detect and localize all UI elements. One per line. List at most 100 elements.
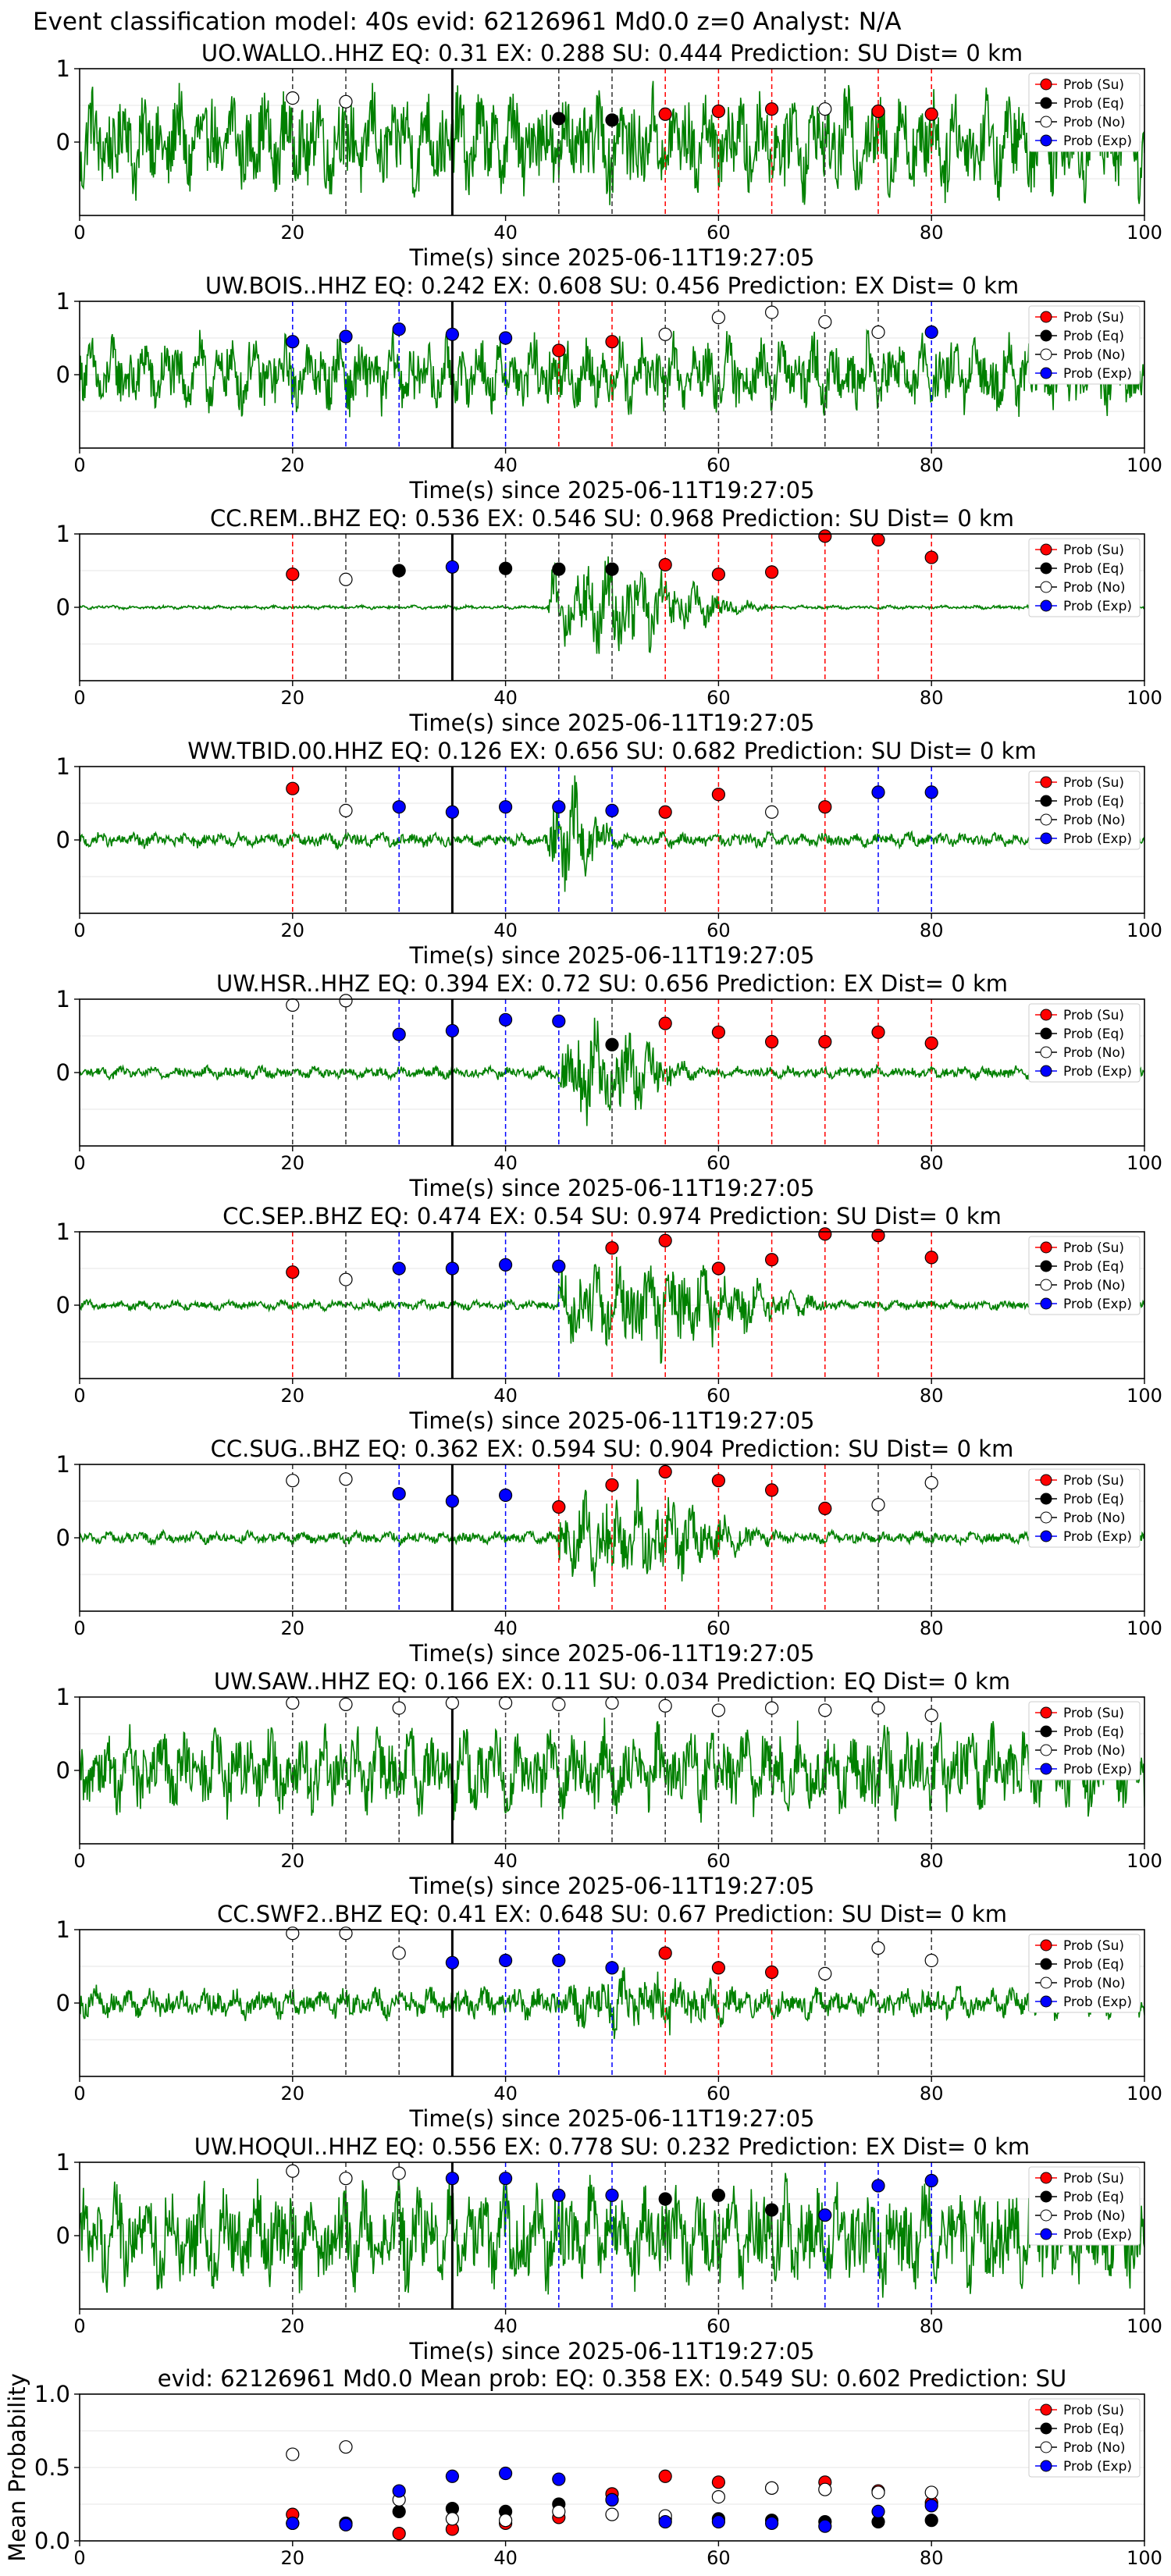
y-tick-label: 0 bbox=[56, 594, 70, 621]
legend-marker bbox=[1040, 1065, 1052, 1077]
prob-marker-no bbox=[339, 2172, 353, 2186]
prob-marker-no bbox=[924, 1708, 938, 1723]
x-axis-label: Time(s) since 2025-06-11T19:27:05 bbox=[409, 710, 815, 736]
y-tick-label: 0 bbox=[56, 1292, 70, 1318]
prob-marker-no bbox=[392, 1946, 406, 1960]
legend-marker bbox=[1040, 1976, 1052, 1989]
legend-label: Prob (Su) bbox=[1063, 775, 1124, 791]
legend-label: Prob (Su) bbox=[1063, 310, 1124, 326]
x-tick-label: 100 bbox=[1127, 920, 1162, 941]
mean-marker-exp bbox=[552, 2472, 566, 2486]
prob-marker-su bbox=[871, 532, 885, 547]
prob-marker-su bbox=[764, 1253, 779, 1267]
prob-marker-su bbox=[711, 788, 726, 802]
panel-title: UW.SAW..HHZ EQ: 0.166 EX: 0.11 SU: 0.034… bbox=[214, 1668, 1010, 1695]
x-tick-label: 100 bbox=[1127, 1152, 1162, 1174]
prob-marker-no bbox=[392, 1701, 406, 1715]
legend-label: Prob (Su) bbox=[1063, 77, 1124, 93]
legend-label: Prob (Eq) bbox=[1063, 1724, 1124, 1740]
prob-marker-su bbox=[552, 343, 566, 358]
prob-marker-su bbox=[552, 1500, 566, 1514]
y-tick-label: 1.0 bbox=[34, 2381, 70, 2407]
x-tick-label: 20 bbox=[281, 1385, 305, 1407]
x-tick-label: 40 bbox=[493, 2083, 518, 2105]
prob-marker-no bbox=[339, 1272, 353, 1286]
legend-label: Prob (No) bbox=[1063, 1278, 1126, 1293]
legend-label: Prob (Su) bbox=[1063, 2171, 1124, 2186]
legend-box bbox=[1028, 770, 1141, 850]
x-tick-label: 20 bbox=[281, 1152, 305, 1174]
prob-marker-no bbox=[286, 1474, 300, 1488]
legend-label: Prob (No) bbox=[1063, 1045, 1126, 1061]
x-tick-label: 0 bbox=[73, 454, 85, 476]
legend-marker bbox=[1040, 776, 1052, 788]
x-tick-label: 20 bbox=[281, 1617, 305, 1639]
prob-marker-exp bbox=[498, 331, 513, 345]
x-tick-label: 0 bbox=[73, 2083, 85, 2105]
y-tick-label: 1 bbox=[56, 753, 70, 780]
mean-marker-no bbox=[871, 2485, 885, 2500]
prob-marker-exp bbox=[498, 1258, 513, 1272]
x-tick-label: 0 bbox=[73, 1152, 85, 1174]
y-tick-label: 1 bbox=[56, 2149, 70, 2176]
prob-marker-exp bbox=[552, 1014, 566, 1028]
prob-marker-su bbox=[924, 550, 938, 564]
legend-label: Prob (Eq) bbox=[1063, 96, 1124, 112]
prob-marker-no bbox=[498, 1695, 513, 1710]
prob-marker-su bbox=[711, 1474, 726, 1488]
prob-marker-exp bbox=[392, 800, 406, 814]
panel-title: UW.HOQUI..HHZ EQ: 0.556 EX: 0.778 SU: 0.… bbox=[194, 2133, 1030, 2160]
legend-marker bbox=[1040, 116, 1052, 128]
x-tick-label: 80 bbox=[920, 2083, 944, 2105]
prob-marker-su bbox=[658, 805, 672, 819]
prob-marker-no bbox=[339, 803, 353, 818]
prob-marker-no bbox=[286, 91, 300, 105]
mean-marker-su bbox=[658, 2469, 672, 2483]
legend-label: Prob (Eq) bbox=[1063, 1259, 1124, 1275]
prob-marker-su bbox=[658, 1464, 672, 1479]
prob-marker-no bbox=[711, 1703, 726, 1717]
prob-marker-eq bbox=[552, 112, 566, 126]
legend-label: Prob (Exp) bbox=[1063, 1297, 1132, 1312]
prob-marker-exp bbox=[339, 329, 353, 343]
legend-marker bbox=[1040, 329, 1052, 342]
legend-label: Prob (No) bbox=[1063, 580, 1126, 596]
legend-marker bbox=[1040, 832, 1052, 845]
legend-label: Prob (Eq) bbox=[1063, 561, 1124, 577]
prob-marker-su bbox=[764, 1965, 779, 1980]
mean-marker-no bbox=[445, 2512, 460, 2526]
prob-marker-no bbox=[871, 1498, 885, 1512]
prob-marker-eq bbox=[605, 113, 619, 127]
mean-marker-no bbox=[764, 2481, 779, 2495]
station-panel: UO.WALLO..HHZ EQ: 0.31 EX: 0.288 SU: 0.4… bbox=[56, 40, 1162, 271]
legend-marker bbox=[1040, 1027, 1052, 1040]
y-tick-label: 1 bbox=[56, 1451, 70, 1478]
prob-marker-no bbox=[605, 1695, 619, 1710]
legend-marker bbox=[1040, 97, 1052, 109]
mean-marker-no bbox=[552, 2504, 566, 2518]
prob-marker-exp bbox=[392, 1027, 406, 1041]
panel-title: CC.SEP..BHZ EQ: 0.474 EX: 0.54 SU: 0.974… bbox=[222, 1203, 1002, 1229]
mean-marker-exp bbox=[498, 2466, 513, 2481]
x-tick-label: 40 bbox=[493, 2315, 518, 2337]
legend-marker bbox=[1040, 1725, 1052, 1738]
x-tick-label: 0 bbox=[73, 2547, 85, 2569]
legend-label: Prob (Su) bbox=[1063, 543, 1124, 558]
legend-marker bbox=[1040, 1995, 1052, 2008]
mean-probability-panel: evid: 62126961 Md0.0 Mean prob: EQ: 0.35… bbox=[4, 2365, 1162, 2569]
legend-marker bbox=[1040, 1297, 1052, 1310]
x-tick-label: 80 bbox=[920, 1850, 944, 1872]
x-tick-label: 60 bbox=[707, 2083, 731, 2105]
prob-marker-no bbox=[339, 1927, 353, 1941]
legend-label: Prob (Su) bbox=[1063, 1706, 1124, 1721]
x-tick-label: 40 bbox=[493, 1617, 518, 1639]
x-axis-label: Time(s) since 2025-06-11T19:27:05 bbox=[409, 477, 815, 503]
prob-marker-no bbox=[339, 994, 353, 1008]
prob-marker-exp bbox=[445, 327, 460, 341]
station-panel: WW.TBID.00.HHZ EQ: 0.126 EX: 0.656 SU: 0… bbox=[56, 738, 1162, 969]
prob-marker-eq bbox=[764, 2203, 779, 2217]
mean-marker-no bbox=[818, 2482, 832, 2496]
legend-marker bbox=[1040, 581, 1052, 593]
prob-marker-no bbox=[711, 311, 726, 325]
prob-marker-no bbox=[818, 1966, 832, 1980]
